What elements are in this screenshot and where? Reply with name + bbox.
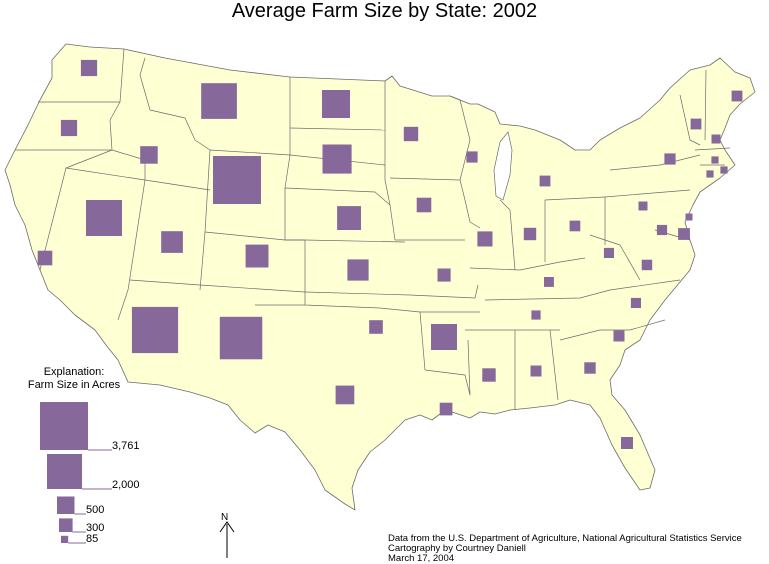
farm-size-square-nh (711, 134, 721, 144)
farm-size-square-ar (431, 324, 457, 350)
farm-size-square-or (60, 119, 78, 137)
farm-size-square-me (731, 90, 743, 102)
farm-size-square-id (140, 146, 158, 164)
farm-size-square-nm (219, 316, 263, 360)
farm-size-square-ca (37, 250, 53, 266)
legend-title: Explanation: Farm Size in Acres (14, 366, 134, 392)
farm-size-square-de (678, 228, 690, 240)
legend-label-85: 85 (86, 533, 99, 545)
legend-square-2000 (47, 454, 82, 489)
farm-size-square-mi (539, 175, 551, 187)
farm-size-square-wv (603, 247, 614, 258)
state-borders (15, 48, 731, 410)
credit-source: Data from the U.S. Department of Agricul… (388, 533, 742, 544)
state-symbols (37, 59, 743, 449)
farm-size-square-ia (416, 197, 432, 213)
farm-size-square-sc (613, 330, 625, 342)
legend-symbols (40, 402, 112, 544)
legend-heading-line1: Explanation: (43, 366, 105, 378)
farm-size-square-il (477, 231, 493, 247)
farm-size-square-in (523, 227, 537, 241)
legend-label-500: 500 (86, 504, 105, 516)
farm-size-square-la (439, 402, 453, 416)
farm-size-square-co (245, 244, 269, 268)
farm-size-square-ne (337, 206, 361, 230)
farm-size-square-ny (664, 153, 676, 165)
farm-size-square-oh (569, 220, 581, 232)
farm-size-square-al (530, 365, 542, 377)
farm-size-square-nv (86, 200, 122, 236)
farm-size-square-nc (630, 297, 641, 308)
farm-size-square-ms (482, 368, 496, 382)
farm-size-square-ri (720, 166, 728, 174)
legend-square-85 (61, 535, 69, 543)
north-label: N (221, 512, 229, 523)
farm-size-square-va (641, 259, 653, 271)
farm-size-square-az (131, 306, 179, 354)
map-title: Average Farm Size by State: 2002 (231, 0, 538, 22)
farm-size-square-ky (544, 277, 554, 287)
farm-size-square-tx (335, 385, 355, 405)
farm-size-square-ct (706, 170, 714, 178)
farm-size-square-fl (621, 437, 633, 449)
farm-size-square-ks (347, 259, 369, 281)
credit-cartography: Cartography by Courtney Daniell (388, 543, 526, 554)
farm-size-square-tn (531, 310, 541, 320)
farm-size-square-mn (403, 126, 419, 142)
farm-size-square-mt (201, 83, 237, 119)
farm-size-square-vt (690, 118, 702, 130)
farm-size-square-ok (369, 320, 383, 334)
farm-size-square-md (656, 224, 668, 236)
farm-size-square-sd (322, 144, 352, 174)
farm-size-square-wy (213, 156, 261, 204)
farm-size-square-wa (80, 59, 98, 77)
legend-label-300: 300 (86, 522, 105, 534)
farm-size-square-nj (685, 213, 693, 221)
credit-date: March 17, 2004 (388, 553, 455, 564)
legend-square-500 (57, 496, 75, 514)
legend-label-3761: 3,761 (112, 440, 140, 452)
credits: Data from the U.S. Department of Agricul… (388, 534, 742, 564)
farm-size-square-ut (161, 231, 183, 253)
us-landmass (4, 43, 756, 511)
farm-size-square-wi (466, 151, 478, 163)
farm-size-square-ma (711, 156, 719, 164)
legend-heading-line2: Farm Size in Acres (27, 379, 121, 391)
farm-size-square-ga (584, 362, 596, 374)
farm-size-square-nd (322, 90, 350, 118)
lake-michigan (493, 131, 513, 201)
farm-size-square-mo (437, 268, 451, 282)
legend-square-300 (59, 518, 73, 532)
legend-label-2000: 2,000 (112, 479, 140, 491)
north-arrow (219, 521, 235, 558)
legend-square-3761 (40, 402, 88, 450)
farm-size-square-pa (638, 201, 648, 211)
